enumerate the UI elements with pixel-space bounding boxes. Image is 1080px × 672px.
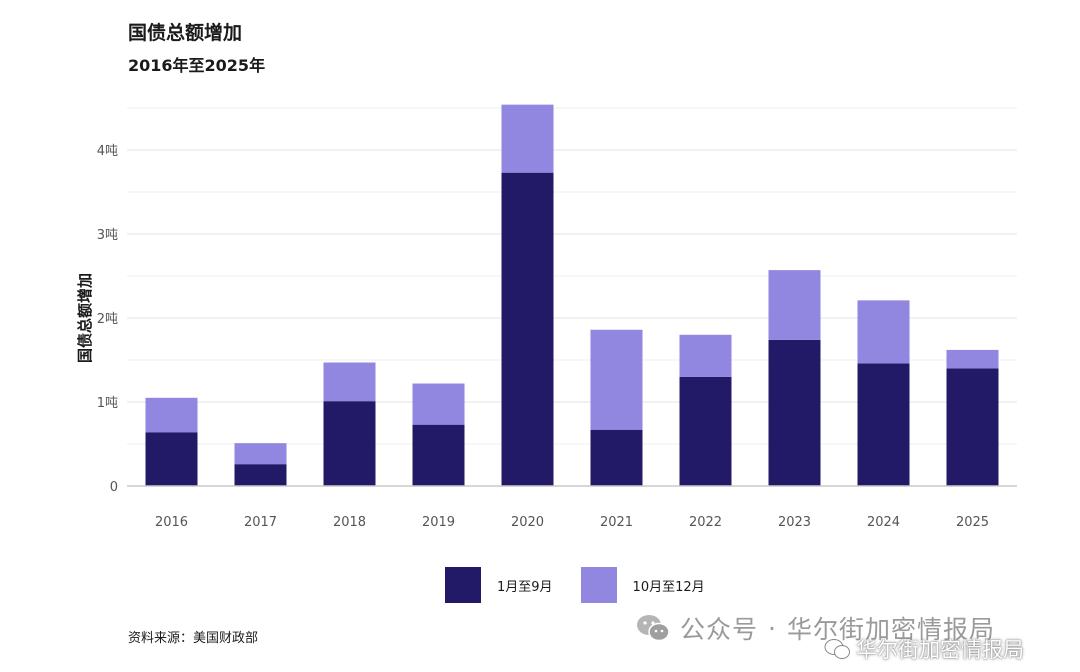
x-tick-label: 2019 xyxy=(422,515,455,530)
wechat-icon xyxy=(637,615,670,642)
y-tick-label: 3吨 xyxy=(97,228,118,243)
watermark-name: 华尔街加密情报局 xyxy=(786,615,995,644)
legend-swatch-oct-dec xyxy=(580,567,617,603)
x-tick-label: 2022 xyxy=(689,515,722,530)
chart-title: 国债总额增加 xyxy=(128,22,243,44)
watermark-name-small: 华尔街加密情报局 xyxy=(856,638,1024,662)
x-tick-label: 2016 xyxy=(155,515,188,530)
watermark: 公众号 · 华尔街加密情报局 xyxy=(636,610,995,646)
chart-subtitle: 2016年至2025年 xyxy=(128,56,266,75)
bar-2021-jan-sep xyxy=(590,429,643,486)
bars xyxy=(145,104,999,486)
bar-2024-jan-sep xyxy=(857,363,910,486)
bar-2024-oct-dec xyxy=(857,300,910,364)
bar-2025-jan-sep xyxy=(946,368,999,486)
bar-2021-oct-dec xyxy=(590,329,643,430)
bar-2023-oct-dec xyxy=(768,270,821,340)
x-tick-label: 2018 xyxy=(333,515,366,530)
bar-2019-jan-sep xyxy=(412,424,465,486)
legend-swatch-jan-sep xyxy=(445,567,481,603)
source-note: 资料来源：美国财政部 xyxy=(128,631,259,646)
legend-item-oct-dec[interactable]: 10月至12月 xyxy=(580,567,705,603)
bar-2023-jan-sep xyxy=(768,339,821,486)
bar-2020-oct-dec xyxy=(501,104,554,173)
bar-2025-oct-dec xyxy=(946,349,999,369)
y-tick-label: 2吨 xyxy=(97,312,118,327)
bar-2017-jan-sep xyxy=(234,464,287,486)
bar-2020-jan-sep xyxy=(501,172,554,486)
legend-label-jan-sep: 1月至9月 xyxy=(497,579,553,595)
y-tick-label: 4吨 xyxy=(97,144,118,159)
bar-2016-oct-dec xyxy=(145,397,198,433)
bar-2019-oct-dec xyxy=(412,383,465,425)
x-tick-label: 2021 xyxy=(600,515,633,530)
watermark-separator: · xyxy=(768,613,777,643)
watermark-secondary: 华尔街加密情报局 xyxy=(824,634,1024,664)
bar-2018-oct-dec xyxy=(323,362,376,402)
x-tick-label: 2025 xyxy=(956,515,989,530)
legend-item-jan-sep[interactable]: 1月至9月 xyxy=(445,567,553,603)
y-tick-label: 1吨 xyxy=(97,396,118,411)
bar-2016-jan-sep xyxy=(145,432,198,486)
wechat-icon-small xyxy=(824,639,850,659)
x-tick-label: 2020 xyxy=(511,515,544,530)
bar-2022-jan-sep xyxy=(679,376,732,486)
x-tick-label: 2017 xyxy=(244,515,277,530)
watermark-prefix: 公众号 xyxy=(680,615,759,644)
bar-2018-jan-sep xyxy=(323,401,376,486)
y-axis-label: 国债总额增加 xyxy=(76,273,94,363)
bar-2022-oct-dec xyxy=(679,334,732,377)
y-tick-label: 0 xyxy=(110,480,118,495)
legend: 1月至9月 10月至12月 xyxy=(445,567,733,603)
x-tick-label: 2023 xyxy=(778,515,811,530)
x-tick-label: 2024 xyxy=(867,515,900,530)
bar-2017-oct-dec xyxy=(234,443,287,465)
legend-label-oct-dec: 10月至12月 xyxy=(632,579,705,595)
